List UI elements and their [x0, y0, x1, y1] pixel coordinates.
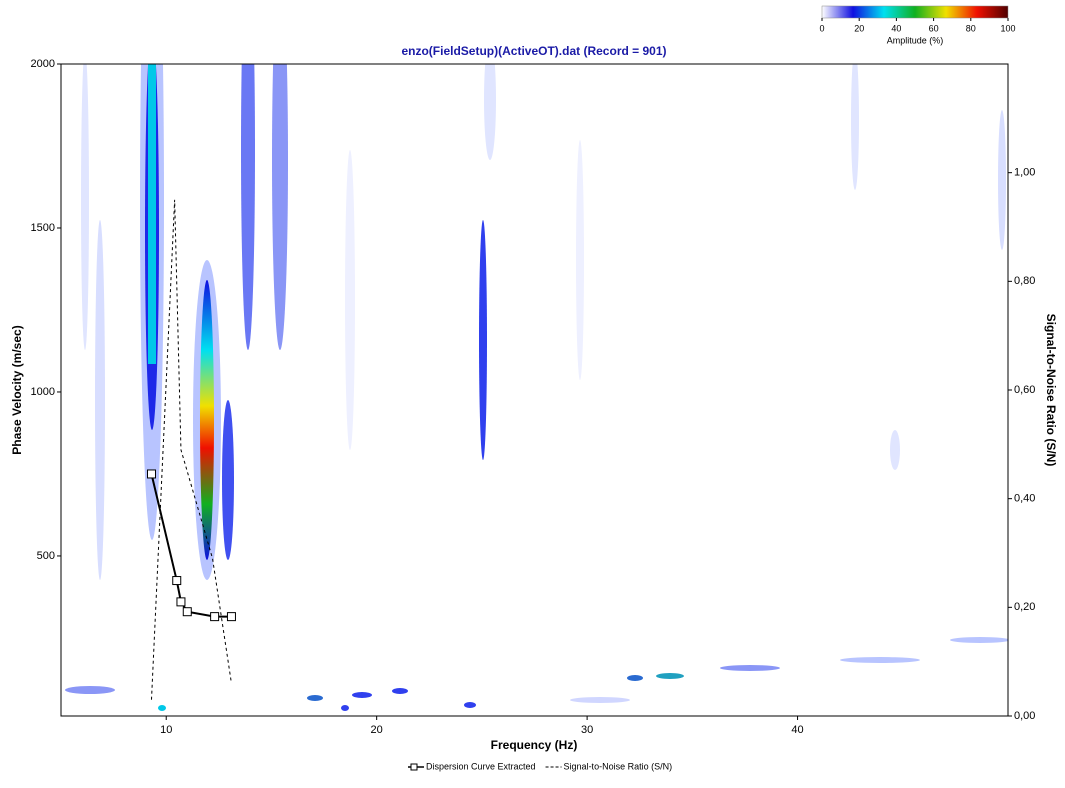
y-tick-label: 2000 [31, 58, 55, 70]
y2-tick-label: 0,20 [1014, 601, 1035, 613]
y-tick-label: 500 [37, 550, 55, 562]
y2-tick-label: 0,00 [1014, 710, 1035, 722]
colorbar-tick-label: 40 [891, 23, 901, 33]
legend-label: Dispersion Curve Extracted [426, 761, 536, 771]
y2-tick-label: 1,00 [1014, 167, 1035, 179]
colorbar-tick-label: 0 [819, 23, 824, 33]
point-marker [146, 469, 156, 479]
x-tick-label: 40 [791, 724, 803, 736]
colorbar-tick-label: 80 [966, 23, 976, 33]
series-line [150, 473, 232, 618]
point-marker [172, 576, 182, 586]
heatmap [65, 64, 1008, 711]
point-marker [210, 612, 220, 622]
series-line [150, 199, 232, 700]
legend-item: Dispersion Curve Extracted [408, 761, 536, 771]
x-axis-label: Frequency (Hz) [491, 738, 578, 752]
point-marker [226, 612, 236, 622]
point-marker [182, 607, 192, 617]
colorbar-tick-label: 100 [1000, 23, 1015, 33]
y2-axis-label: Signal-to-Noise Ratio (S/N) [1044, 314, 1058, 467]
colorbar-label: Amplitude (%) [887, 35, 944, 45]
point-marker [176, 597, 186, 607]
colorbar [821, 5, 1009, 19]
legend-label: Signal-to-Noise Ratio (S/N) [564, 761, 673, 771]
legend-item: Signal-to-Noise Ratio (S/N) [545, 761, 673, 771]
legend-marker [410, 763, 418, 771]
y-tick-label: 1000 [31, 386, 55, 398]
y2-tick-label: 0,80 [1014, 275, 1035, 287]
y-axis-label: Phase Velocity (m/sec) [10, 325, 24, 454]
x-tick-label: 10 [160, 724, 172, 736]
x-tick-label: 20 [371, 724, 383, 736]
y2-tick-label: 0,60 [1014, 384, 1035, 396]
colorbar-tick-label: 60 [929, 23, 939, 33]
x-tick-label: 30 [581, 724, 593, 736]
y2-tick-label: 0,40 [1014, 493, 1035, 505]
y-tick-label: 1500 [31, 222, 55, 234]
chart-title: enzo(FieldSetup)(ActiveOT).dat (Record =… [401, 44, 666, 58]
colorbar-tick-label: 20 [854, 23, 864, 33]
